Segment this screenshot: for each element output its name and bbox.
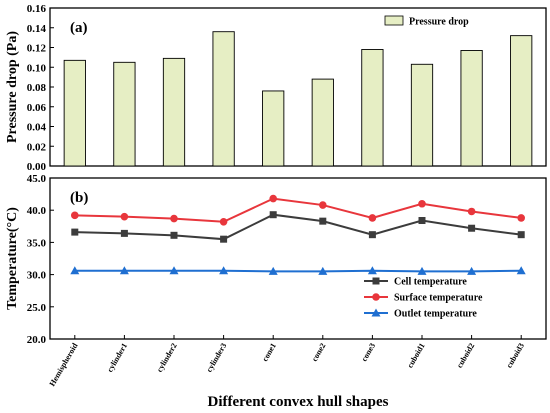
cell-temperaturepoint xyxy=(71,228,79,236)
x-tick-label: cuboid1 xyxy=(405,342,426,370)
pressure-y-tick-label: 0.14 xyxy=(27,23,47,35)
legend-label-cell-temperature: Cell temperature xyxy=(394,277,467,288)
x-axis-label: Different convex hull shapes xyxy=(208,394,389,410)
temperature-plot-frame xyxy=(49,177,547,340)
surface-temperaturepoint xyxy=(368,214,377,222)
pressure-bar xyxy=(212,31,235,167)
pressure-bar xyxy=(162,57,186,167)
panel-label-b: (b) xyxy=(70,190,88,206)
cell-temperaturepoint xyxy=(319,217,327,225)
x-tick-label: cuboid2 xyxy=(455,342,476,370)
pressure-y-tick-label: 0.00 xyxy=(27,161,47,173)
legend-marker-outlet-temperature xyxy=(371,308,381,317)
pressure-y-tick-label: 0.12 xyxy=(27,43,47,55)
x-ticks: Hemispheroid cylinder1 cylinder2 cylinder3 c… xyxy=(48,335,526,388)
temperature-legend: Cell temperature Surface temperature Outle… xyxy=(364,277,483,320)
x-tick-label: cone3 xyxy=(360,342,378,363)
legend-marker-cell-temperature xyxy=(372,277,380,285)
cell-temperaturepoint xyxy=(468,224,476,232)
pressure-drop-chart: (a) Pressure drop (Pa) 0.000.020.040.060… xyxy=(5,3,547,173)
outlet-temperaturepoint xyxy=(318,266,328,275)
outlet-temperaturepoint xyxy=(467,266,477,275)
x-tick-label: cylinder1 xyxy=(105,342,129,374)
temperature-y-tick-label: 35.0 xyxy=(27,237,47,249)
outlet-temperaturepoint xyxy=(169,266,179,275)
pressure-bar xyxy=(361,49,384,167)
cell-temperaturepoint xyxy=(120,229,128,237)
temperature-y-tick-label: 20.0 xyxy=(27,334,47,346)
outlet-temperatureline xyxy=(74,269,522,273)
temperature-y-axis-label: Temperature(°C) xyxy=(5,207,20,310)
pressure-bar xyxy=(410,63,434,167)
pressure-bar xyxy=(63,59,86,167)
temperature-y-tick-label: 40.0 xyxy=(27,205,47,217)
x-tick-label: Hemispheroid xyxy=(48,341,80,388)
legend-label-pressure-drop: Pressure drop xyxy=(409,17,469,28)
pressure-bar xyxy=(460,50,483,167)
cell-temperaturepoint xyxy=(170,231,178,239)
pressure-y-tick-label: 0.08 xyxy=(27,82,47,94)
legend-marker-surface-temperature xyxy=(372,293,380,301)
surface-temperaturepoint xyxy=(219,217,228,226)
surface-temperaturepoint xyxy=(418,199,426,208)
outlet-temperaturepoint xyxy=(219,266,229,275)
legend-label-outlet-temperature: Outlet temperature xyxy=(394,309,477,320)
pressure-y-tick-label: 0.02 xyxy=(27,141,47,153)
temperature-y-tick-label: 30.0 xyxy=(27,270,47,282)
x-tick-label: cylinder2 xyxy=(155,342,179,374)
pressure-bars xyxy=(63,31,533,167)
surface-temperaturepoint xyxy=(120,212,129,221)
temperature-y-tick-label: 25.0 xyxy=(27,302,47,314)
legend-label-surface-temperature: Surface temperature xyxy=(394,293,483,304)
panel-label-a: (a) xyxy=(70,20,88,36)
temperature-y-ticks: 20.0 25.0 30.0 35.0 40.0 45.0 xyxy=(27,173,54,346)
pressure-legend: Pressure drop xyxy=(384,15,469,28)
pressure-bar xyxy=(311,78,334,167)
pressure-y-tick-label: 0.10 xyxy=(27,62,47,74)
surface-temperatureline xyxy=(74,197,522,223)
surface-temperaturepoint xyxy=(269,194,278,203)
cell-temperaturepoint xyxy=(368,231,376,239)
legend-swatch-pressure-drop xyxy=(384,15,404,26)
cell-temperaturepoint xyxy=(220,235,228,243)
pressure-bar xyxy=(113,61,136,167)
pressure-y-tick-label: 0.04 xyxy=(27,122,47,134)
surface-temperaturepoint xyxy=(170,214,178,223)
x-tick-label: cone1 xyxy=(260,342,278,363)
temperature-y-tick-label: 45.0 xyxy=(27,173,47,185)
surface-temperaturepoint xyxy=(517,214,525,222)
cell-temperaturepoint xyxy=(418,217,426,225)
pressure-bar xyxy=(510,35,533,167)
pressure-y-tick-label: 0.06 xyxy=(27,102,47,114)
surface-temperaturepoint xyxy=(467,207,476,216)
outlet-temperaturepoint xyxy=(417,266,427,275)
temperature-chart: (b) Temperature(°C) 20.0 25.0 30.0 35.0 40.0… xyxy=(5,173,547,410)
outlet-temperaturepoint xyxy=(367,266,377,275)
temperature-series xyxy=(70,194,526,275)
surface-temperaturepoint xyxy=(319,201,327,209)
pressure-y-axis-label: Pressure drop (Pa) xyxy=(5,31,20,143)
outlet-temperaturepoint xyxy=(70,266,80,275)
outlet-temperaturepoint xyxy=(119,266,129,275)
outlet-temperaturepoint xyxy=(516,266,526,275)
cell-temperatureline xyxy=(74,213,522,241)
pressure-y-tick-label: 0.16 xyxy=(27,3,47,15)
pressure-y-ticks: 0.00 0.02 0.04 0.06 0.08 0.10 0.12 0.14 0.16 xyxy=(27,3,54,173)
pressure-bar xyxy=(262,90,285,167)
x-tick-label: cuboid3 xyxy=(505,342,526,370)
x-tick-label: cylinder3 xyxy=(205,342,229,374)
surface-temperaturepoint xyxy=(71,211,79,220)
x-tick-label: cone2 xyxy=(310,342,328,363)
outlet-temperaturepoint xyxy=(268,266,278,275)
cell-temperaturepoint xyxy=(269,211,277,219)
cell-temperaturepoint xyxy=(517,231,525,239)
